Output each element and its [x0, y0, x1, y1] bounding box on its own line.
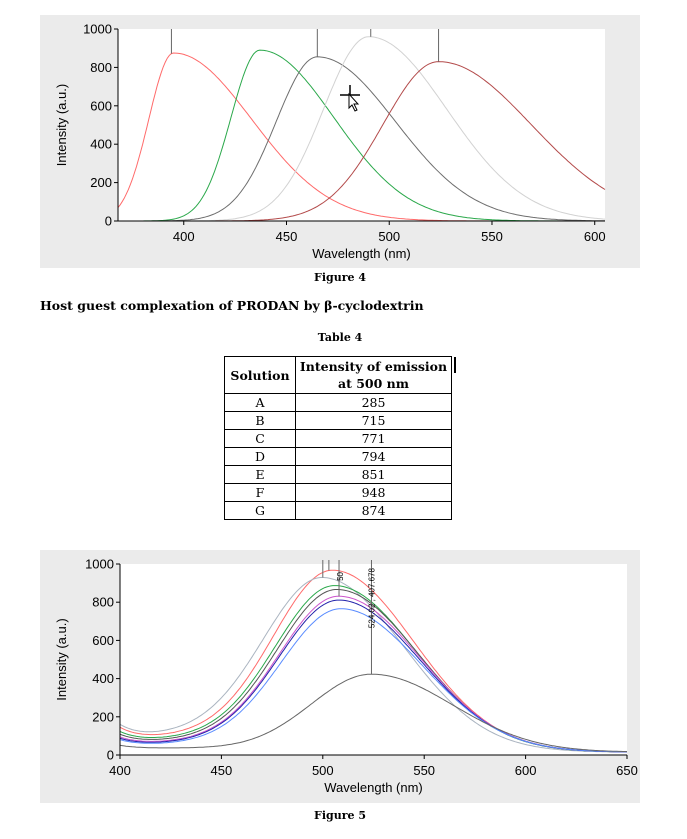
x-tick-label: 550 [481, 229, 503, 244]
intensity-cell: 285 [295, 393, 452, 412]
solution-cell: A [224, 393, 296, 412]
y-tick-label: 200 [90, 175, 112, 190]
intensity-cell: 851 [295, 465, 452, 484]
series-line-2 [119, 576, 627, 753]
table-row: E 851 [224, 465, 452, 484]
solution-cell: C [224, 429, 296, 448]
x-tick-label: 400 [173, 229, 195, 244]
x-tick-label: 500 [312, 763, 334, 778]
table-row: B 715 [224, 411, 452, 430]
x-tick-label: 450 [276, 229, 298, 244]
x-tick-label: 400 [109, 763, 131, 778]
y-tick-label: 200 [92, 709, 114, 724]
intensity-cell: 794 [295, 447, 452, 466]
peak-annotation: 524.02 , 407.678 [367, 567, 376, 628]
x-axis-label: Wavelength (nm) [312, 246, 411, 261]
y-tick-label: 1000 [83, 22, 112, 37]
figure-4-chart: 0 200 400 600 800 1000 400 450 500 550 600 Waveleng… [40, 15, 640, 268]
figure-5-caption: Figure 5 [314, 809, 366, 822]
table-header-row: Solution Intensity of emission at 500 nm [224, 356, 452, 394]
y-tick-label: 800 [92, 595, 114, 610]
x-tick-label: 600 [515, 763, 537, 778]
figure-4-plot: 0 200 400 600 800 1000 400 450 500 550 600 Waveleng… [54, 22, 606, 262]
header-intensity: Intensity of emission at 500 nm [295, 356, 452, 394]
table-row: G 874 [224, 501, 452, 520]
y-tick-label: 800 [90, 60, 112, 75]
table-row: F 948 [224, 483, 452, 502]
y-tick-label: 600 [90, 98, 112, 113]
solution-cell: B [224, 411, 296, 430]
figure-5-chart: 0 200 400 600 800 1000 400 450 500 550 600 650 Wavel… [40, 550, 640, 803]
y-tick-label: 0 [105, 214, 112, 229]
figure-5-plot: 0 200 400 600 800 1000 400 450 500 550 600 650 Wavel… [54, 557, 638, 796]
x-tick-label: 600 [584, 229, 606, 244]
header-solution: Solution [224, 356, 296, 394]
x-tick-label: 650 [616, 763, 638, 778]
cursor-arrow [348, 92, 360, 112]
y-axis-label: Intensity (a.u.) [54, 84, 69, 166]
plot-area [118, 29, 605, 221]
figure-4-caption: Figure 4 [314, 271, 366, 284]
y-tick-label: 400 [92, 671, 114, 686]
table-row: D 794 [224, 447, 452, 466]
table-caption: Table 4 [317, 331, 363, 344]
text-cursor [454, 357, 456, 373]
plot-area [120, 564, 627, 755]
series-line-7 [119, 608, 627, 753]
peak-annotation: 50 [336, 571, 345, 580]
intensity-cell: 948 [295, 483, 452, 502]
intensity-cell: 715 [295, 411, 452, 430]
x-tick-label: 450 [211, 763, 233, 778]
section-heading: Host guest complexation of PRODAN by β-c… [40, 298, 424, 313]
solution-cell: F [224, 483, 296, 502]
table-row: C 771 [224, 429, 452, 448]
y-tick-label: 1000 [85, 557, 114, 572]
series-line-8 [119, 673, 628, 753]
y-tick-label: 400 [90, 137, 112, 152]
x-tick-label: 550 [413, 763, 435, 778]
move-cursor-icon [340, 85, 360, 112]
solution-cell: E [224, 465, 296, 484]
table-row: A 285 [224, 393, 452, 412]
y-axis-label: Intensity (a.u.) [54, 618, 69, 700]
x-axis-label: Wavelength (nm) [324, 780, 423, 795]
solution-cell: G [224, 501, 296, 520]
x-tick-label: 500 [378, 229, 400, 244]
y-tick-label: 600 [92, 633, 114, 648]
y-tick-label: 0 [107, 748, 114, 763]
series-line-3 [126, 56, 605, 222]
emission-table: Solution Intensity of emission at 500 nm… [224, 356, 452, 520]
solution-cell: D [224, 447, 296, 466]
intensity-cell: 771 [295, 429, 452, 448]
intensity-cell: 874 [295, 501, 452, 520]
